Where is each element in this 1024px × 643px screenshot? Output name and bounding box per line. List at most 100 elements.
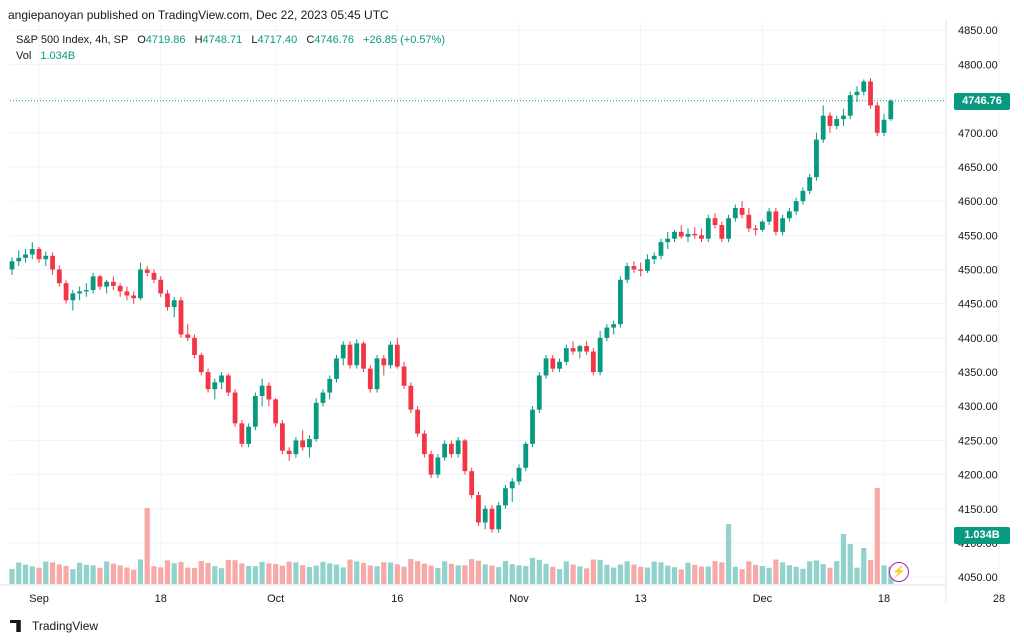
volume-bar	[90, 565, 96, 584]
open-value: 4719.86	[145, 34, 186, 46]
candle-body	[165, 293, 170, 308]
volume-bar	[556, 569, 563, 584]
volume-bar	[9, 569, 15, 584]
candle-body	[800, 190, 806, 202]
candle-body	[273, 399, 279, 424]
volume-bar	[502, 560, 509, 584]
candle-body	[300, 440, 306, 448]
volume-bar	[313, 565, 319, 584]
volume-bar	[124, 567, 130, 584]
candle-body	[29, 248, 35, 255]
candle-body	[827, 115, 833, 126]
volume-bar	[462, 565, 468, 584]
candle-body	[239, 423, 245, 444]
volume-bar	[881, 565, 887, 584]
volume-bar	[49, 562, 56, 584]
candle-body	[787, 211, 792, 219]
candle-body	[374, 358, 380, 390]
candle-body	[638, 269, 644, 271]
volume-bar	[110, 563, 116, 584]
volume-bar	[387, 562, 394, 584]
volume-bar	[584, 568, 590, 584]
volume-bar	[746, 561, 752, 584]
candle-body	[699, 235, 704, 239]
volume-bar	[725, 524, 732, 584]
candle-body	[340, 344, 346, 359]
volume-bar	[496, 567, 502, 584]
volume-bar	[516, 565, 522, 584]
y-tick-label: 4200.00	[958, 470, 998, 482]
candle-body	[536, 375, 542, 410]
volume-badge: 1.034B	[954, 527, 1010, 544]
candle-body	[746, 214, 752, 229]
volume-bar	[631, 564, 637, 584]
candle-body	[421, 433, 427, 455]
candle-body	[618, 279, 623, 325]
volume-bar	[678, 569, 684, 584]
candle-body	[854, 91, 860, 96]
volume-bars	[9, 488, 894, 584]
candle-body	[77, 291, 82, 294]
volume-bar	[550, 566, 556, 584]
lightning-icon[interactable]: ⚡	[889, 562, 909, 582]
volume-bar	[144, 508, 150, 584]
candle-body	[381, 358, 387, 366]
candle-body	[874, 105, 880, 133]
candle-body	[192, 337, 197, 355]
candle-body	[198, 354, 204, 373]
volume-bar	[185, 567, 191, 584]
candle-body	[178, 300, 184, 335]
candle-body	[347, 344, 353, 366]
y-tick-label: 4350.00	[958, 367, 998, 379]
ohlc-legend: S&P 500 Index, 4h, SP O4719.86 H4748.71 …	[16, 34, 445, 46]
candle-body	[692, 233, 698, 236]
candle-body	[259, 385, 265, 396]
volume-bar	[847, 544, 853, 584]
candle-body	[361, 343, 366, 369]
candle-body	[232, 392, 238, 424]
symbol-label: S&P 500 Index, 4h, SP	[16, 34, 129, 46]
volume-bar	[97, 567, 103, 584]
footer-brand[interactable]: TradingView	[10, 619, 98, 633]
low-value: 4717.40	[257, 34, 298, 46]
candle-body	[766, 211, 772, 222]
volume-bar	[29, 566, 35, 584]
y-tick-label: 4800.00	[958, 59, 998, 71]
volume-bar	[529, 557, 536, 584]
candle-body	[428, 454, 434, 475]
grid	[0, 20, 1000, 603]
candle-body	[9, 261, 15, 270]
candle-body	[16, 257, 22, 262]
candle-body	[144, 269, 150, 273]
candle-body	[739, 207, 745, 215]
y-tick-label: 4550.00	[958, 230, 998, 242]
publisher-line: angiepanoyan published on TradingView.co…	[8, 8, 389, 22]
candle-body	[63, 283, 69, 301]
volume-bar	[279, 565, 285, 584]
candle-body	[401, 366, 407, 386]
candle-body	[320, 392, 326, 403]
x-tick-label: Dec	[753, 593, 773, 605]
candle-body	[543, 358, 549, 376]
candle-body	[205, 372, 211, 390]
volume-bar	[719, 562, 725, 584]
y-tick-label: 4700.00	[958, 128, 998, 140]
volume-bar	[246, 565, 252, 584]
volume-bar	[509, 564, 515, 584]
candle-body	[307, 439, 312, 448]
candle-body	[523, 443, 529, 468]
volume-bar	[327, 563, 333, 584]
candle-body	[590, 351, 596, 373]
candle-body	[584, 346, 589, 352]
volume-label: Vol	[16, 50, 32, 62]
volume-bar	[651, 561, 657, 584]
candle-body	[36, 248, 42, 260]
volume-bar	[793, 566, 799, 584]
y-tick-label: 4600.00	[958, 196, 998, 208]
candle-body	[117, 285, 123, 292]
y-tick-label: 4250.00	[958, 435, 998, 447]
y-tick-label: 4450.00	[958, 299, 998, 311]
change-value: +26.85 (+0.57%)	[363, 34, 446, 46]
candle-body	[442, 443, 448, 458]
